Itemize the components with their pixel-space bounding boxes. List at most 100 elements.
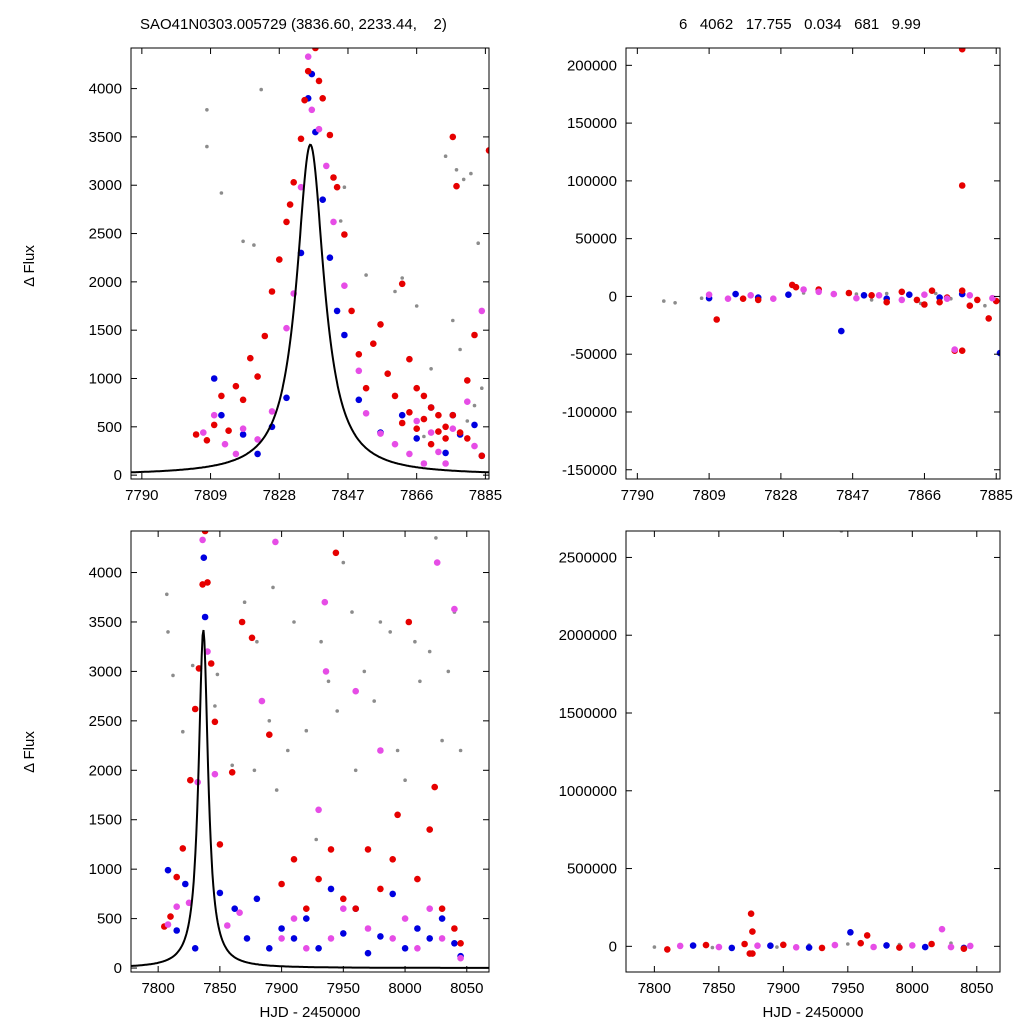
data-point-magenta — [321, 598, 329, 606]
data-point-blue — [231, 905, 238, 912]
y-tick-label: 2500 — [89, 713, 122, 730]
data-point-red — [464, 377, 471, 384]
data-point-magenta — [909, 942, 916, 949]
data-point-magenta — [830, 290, 838, 298]
data-point-blue — [906, 291, 913, 299]
data-point-blue — [883, 942, 890, 949]
data-point-red — [405, 618, 413, 626]
data-point-red — [290, 856, 298, 863]
data-point-red — [780, 941, 787, 949]
data-point-gray — [372, 699, 377, 703]
data-point-gray — [378, 620, 383, 624]
data-point-magenta — [464, 398, 471, 406]
data-point-blue — [253, 895, 261, 903]
x-tick-label: 7800 — [638, 980, 671, 997]
data-point-red — [384, 370, 392, 378]
data-point-blue — [315, 945, 322, 952]
data-point-magenta — [278, 935, 285, 942]
data-point-red — [248, 634, 256, 642]
y-tick-label: -150000 — [562, 462, 617, 479]
data-point-red — [936, 298, 943, 306]
y-tick-label: 3500 — [89, 614, 122, 631]
data-point-magenta — [268, 408, 276, 415]
y-tick-label: 2500 — [89, 226, 122, 243]
data-point-gray — [274, 788, 279, 792]
data-point-red — [438, 905, 446, 912]
data-point-blue — [471, 421, 478, 429]
data-point-red — [451, 925, 458, 932]
data-point-red — [406, 409, 413, 416]
data-point-gray — [403, 778, 407, 782]
data-point-red — [304, 67, 312, 75]
data-point-red — [913, 296, 921, 304]
data-point-gray — [362, 669, 367, 674]
data-point-red — [974, 296, 981, 304]
data-point-red — [278, 880, 285, 888]
data-point-magenta — [947, 943, 955, 951]
data-point-red — [426, 826, 434, 833]
data-point-red — [312, 48, 319, 52]
data-point-magenta — [831, 941, 839, 949]
data-point-gray — [205, 108, 209, 112]
data-point-red — [958, 287, 966, 295]
data-point-red — [898, 288, 906, 296]
x-tick-label: 7950 — [327, 980, 360, 997]
y-tick-label: 500000 — [567, 861, 617, 878]
data-point-red — [398, 280, 406, 288]
data-point-red — [319, 95, 327, 102]
data-point-red — [958, 347, 966, 355]
data-point-red — [276, 256, 283, 263]
data-point-blue — [173, 927, 180, 934]
data-point-gray — [699, 296, 704, 301]
data-point-gray — [230, 763, 234, 768]
data-point-red — [746, 950, 754, 957]
data-point-red — [330, 174, 337, 181]
data-point-red — [332, 549, 340, 557]
x-tick-label: 7800 — [141, 980, 174, 997]
data-point-blue — [243, 935, 251, 942]
data-point-gray — [213, 704, 217, 708]
data-point-magenta — [315, 806, 322, 814]
y-tick-label: 4000 — [89, 565, 122, 582]
x-tick-label: 7866 — [908, 487, 941, 504]
data-point-red — [818, 944, 826, 952]
x-tick-label: 8050 — [960, 980, 993, 997]
data-point-gray — [166, 630, 170, 634]
data-point-magenta — [211, 770, 219, 778]
data-point-red — [749, 928, 756, 935]
data-point-gray — [165, 592, 169, 597]
data-point-magenta — [377, 747, 384, 754]
data-point-red — [406, 355, 413, 363]
data-point-red — [713, 316, 720, 323]
y-tick-label: 0 — [114, 960, 122, 977]
data-point-red — [435, 428, 442, 435]
data-point-magenta — [362, 410, 370, 417]
data-point-magenta — [330, 218, 337, 226]
data-point-blue — [201, 613, 209, 621]
data-point-gray — [252, 768, 257, 773]
data-point-red — [391, 392, 399, 400]
data-point-red — [247, 354, 254, 362]
data-point-red — [747, 910, 755, 917]
data-point-magenta — [967, 942, 974, 950]
plot-frame — [130, 47, 490, 480]
x-tick-label: 8050 — [450, 980, 483, 997]
data-point-blue — [355, 396, 363, 404]
data-point-red — [457, 940, 464, 947]
fit-curve — [131, 143, 489, 474]
data-point-magenta — [427, 429, 435, 436]
data-point-red — [204, 579, 211, 586]
data-point-magenta — [989, 294, 996, 302]
data-point-red — [449, 133, 457, 141]
data-point-red — [413, 425, 421, 433]
data-point-red — [985, 315, 992, 322]
data-point-gray — [476, 241, 481, 245]
data-point-blue — [398, 411, 406, 419]
data-point-gray — [292, 620, 296, 624]
data-point-magenta — [676, 942, 684, 950]
y-tick-label: 50000 — [575, 231, 617, 248]
data-point-blue — [414, 925, 421, 932]
data-point-red — [471, 331, 478, 339]
data-point-magenta — [164, 921, 172, 928]
x-axis-label: HJD - 2450000 — [763, 1004, 864, 1021]
